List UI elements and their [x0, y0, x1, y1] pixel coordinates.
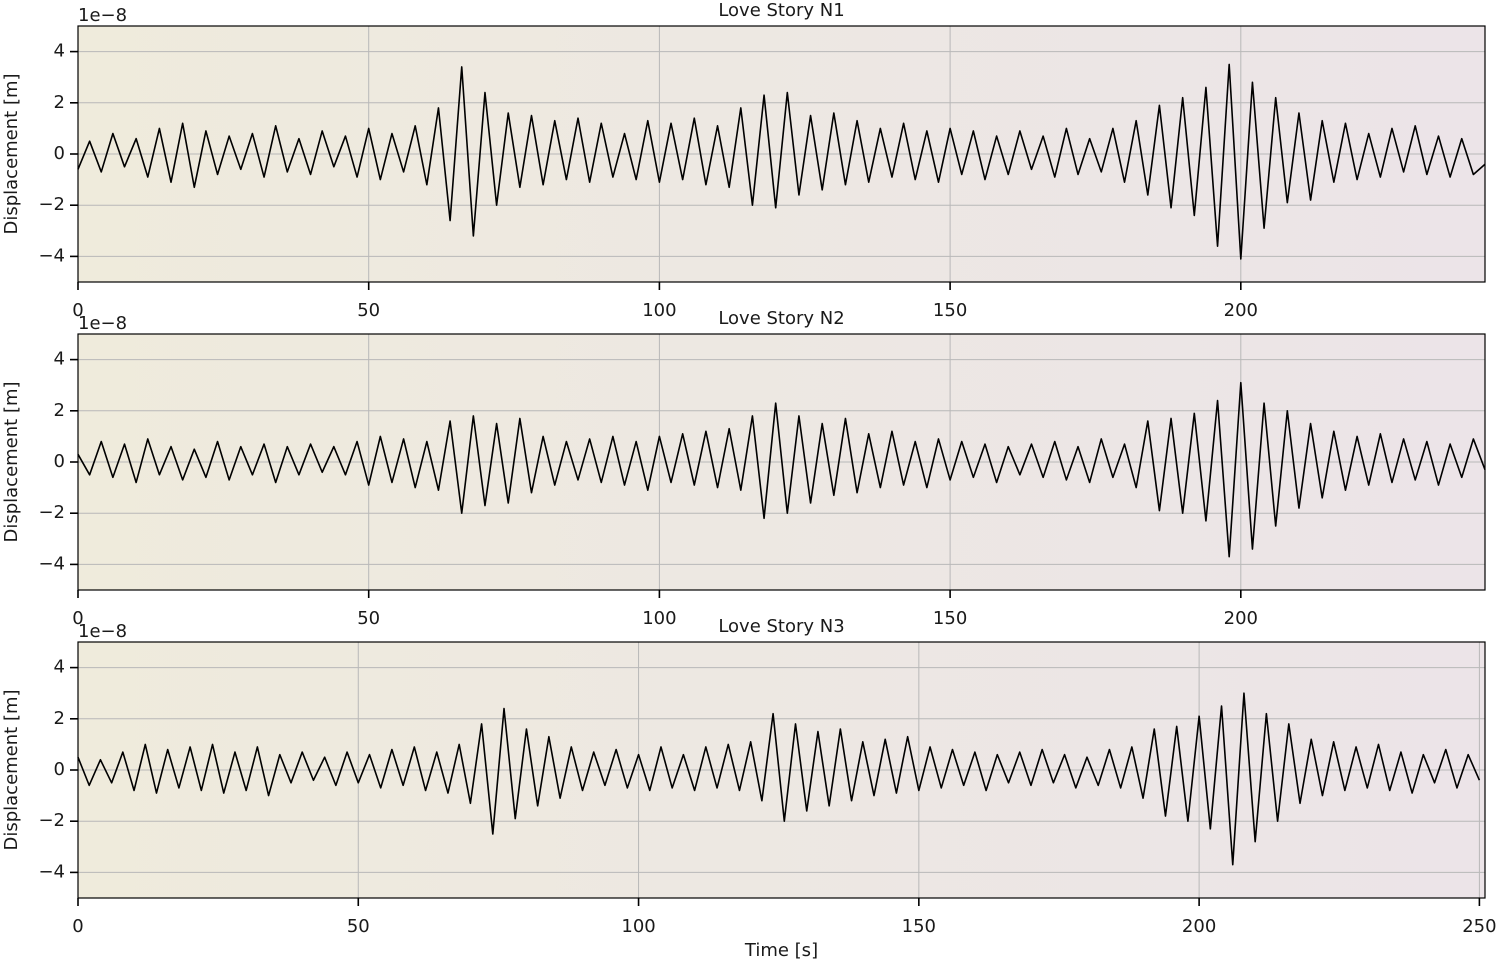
y-tick-label: 2	[54, 708, 65, 729]
x-tick-label: 100	[642, 608, 676, 629]
y-tick-label: 0	[54, 143, 65, 164]
x-tick-label: 200	[1224, 608, 1258, 629]
y-tick-label: −4	[38, 553, 65, 574]
y-tick-label: 4	[54, 349, 65, 370]
x-tick-label: 100	[642, 300, 676, 321]
x-tick-label: 100	[621, 916, 655, 937]
x-tick-label: 200	[1224, 300, 1258, 321]
y-tick-label: −2	[38, 810, 65, 831]
y-offset-label: 1e−8	[78, 621, 127, 642]
y-tick-label: −4	[38, 861, 65, 882]
subplot-title: Love Story N2	[718, 308, 844, 329]
y-tick-label: −4	[38, 245, 65, 266]
y-tick-label: 2	[54, 92, 65, 113]
x-tick-label: 50	[357, 300, 380, 321]
x-axis-label: Time [s]	[744, 940, 818, 961]
y-tick-label: −2	[38, 502, 65, 523]
x-tick-label: 200	[1182, 916, 1216, 937]
subplot-title: Love Story N3	[718, 616, 844, 637]
y-offset-label: 1e−8	[78, 5, 127, 26]
x-tick-label: 150	[933, 300, 967, 321]
x-tick-label: 0	[72, 916, 83, 937]
x-tick-label: 150	[933, 608, 967, 629]
trace	[77, 381, 1486, 558]
x-tick-label: 50	[347, 916, 370, 937]
subplot: 0 50 100 150 200 −4 −2 0 2 4 Love Story N1 1e−8 Disp…	[1, 0, 1486, 321]
subplot-title: Love Story N1	[718, 0, 844, 21]
subplot: 0 50 100 150 200 −4 −2 0 2 4 Love Story N2 1e−8 Disp…	[1, 308, 1486, 629]
trace	[77, 692, 1481, 866]
y-tick-label: 0	[54, 759, 65, 780]
x-tick-label: 250	[1462, 916, 1496, 937]
y-tick-label: 4	[54, 41, 65, 62]
x-tick-label: 0	[72, 608, 83, 629]
y-tick-label: −2	[38, 194, 65, 215]
x-tick-label: 150	[902, 916, 936, 937]
y-offset-label: 1e−8	[78, 313, 127, 334]
subplot: 0 50 100 150 200 250 −4 −2 0 2 4 Love Story N3 1e−8 D…	[1, 616, 1497, 961]
trace	[77, 63, 1486, 260]
y-axis-label: Displacement [m]	[1, 381, 22, 542]
x-tick-label: 50	[357, 608, 380, 629]
y-axis-label: Displacement [m]	[1, 73, 22, 234]
y-tick-label: 2	[54, 400, 65, 421]
y-tick-label: 0	[54, 451, 65, 472]
y-axis-label: Displacement [m]	[1, 689, 22, 850]
y-tick-label: 4	[54, 657, 65, 678]
x-tick-label: 0	[72, 300, 83, 321]
